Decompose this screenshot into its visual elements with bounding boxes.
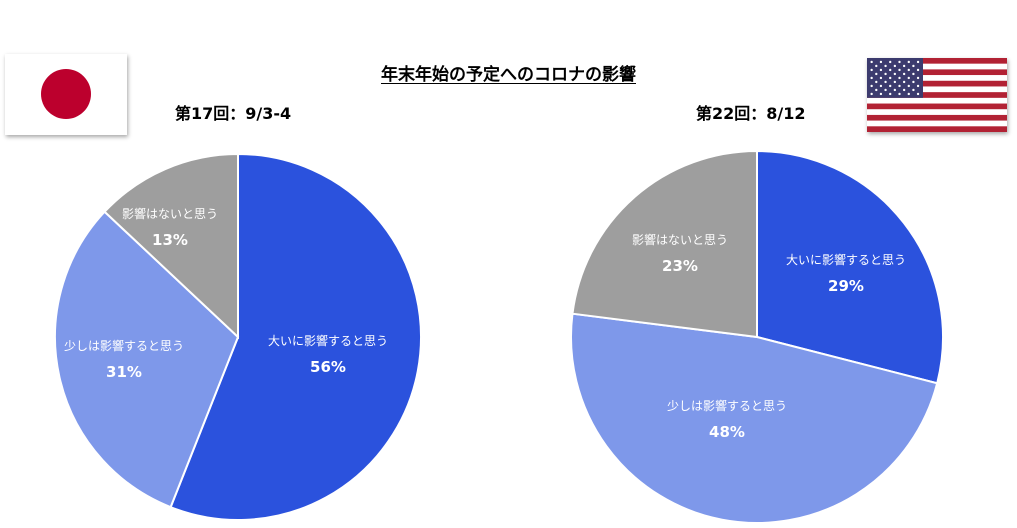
flag-star	[884, 88, 887, 92]
flag-star	[875, 80, 878, 84]
flag-star	[907, 76, 910, 80]
flag-star	[912, 72, 915, 76]
flag-star	[889, 76, 892, 80]
flag-star	[875, 64, 878, 68]
flag-stripe	[867, 120, 1007, 127]
flag-star	[898, 76, 901, 80]
flag-stripe	[867, 86, 1007, 93]
right-chart-subtitle: 第22回：8/12	[696, 104, 806, 123]
japan-flag-icon	[5, 54, 127, 135]
flag-star	[893, 80, 897, 84]
flag-stripe	[867, 75, 1007, 81]
flag-star	[889, 60, 892, 64]
flag-star	[907, 60, 910, 64]
pie-1-slice-1	[570, 312, 939, 524]
flag-star	[875, 88, 878, 92]
flag-canton	[867, 58, 923, 98]
flag-star	[902, 88, 906, 92]
flag-star	[893, 64, 897, 68]
pie-0-slice-2-value: 13%	[152, 231, 188, 249]
flag-stripe	[867, 80, 1007, 87]
flag-stripe	[867, 97, 1007, 104]
flag-star	[879, 92, 883, 96]
flag-star	[902, 80, 906, 84]
flag-star	[884, 64, 887, 68]
pie-0-slice-1-label: 少しは影響すると思う	[64, 338, 184, 353]
flag-star	[870, 68, 873, 72]
flag-star	[912, 80, 915, 84]
flag-star	[898, 92, 901, 96]
pie-1-slice-2-value: 23%	[662, 257, 698, 275]
flag-star	[907, 92, 910, 96]
flag-star	[902, 64, 906, 68]
flag-star	[898, 68, 901, 72]
flag-star	[879, 68, 883, 72]
flag-star	[879, 84, 883, 88]
flag-star	[898, 84, 901, 88]
flag-star	[902, 72, 906, 76]
pie-0-slice-1	[54, 210, 240, 509]
flag-star	[870, 60, 873, 64]
flag-star	[898, 60, 901, 64]
chart-main-title: 年末年始の予定へのコロナの影響	[381, 65, 636, 85]
pie-0-slice-2	[103, 152, 239, 340]
flag-stripe	[867, 58, 1007, 64]
flag-star	[916, 60, 920, 64]
left-chart-subtitle: 第17回：9/3-4	[175, 104, 292, 123]
flag-star	[907, 68, 910, 72]
pie-1-slice-0	[756, 149, 944, 385]
pie-1-slice-1-value: 48%	[709, 423, 745, 441]
flag-stripe	[867, 103, 1007, 110]
pie-1-slice-1-label: 少しは影響すると思う	[667, 398, 787, 413]
flag-star	[884, 72, 887, 76]
pie-0-slice-2-label: 影響はないと思う	[122, 206, 218, 221]
flag-star	[889, 92, 892, 96]
pie-0-slice-1-value: 31%	[106, 363, 142, 381]
flag-star	[884, 80, 887, 84]
pie-1-slice-0-label: 大いに影響すると思う	[786, 252, 906, 267]
pie-0-slice-0-label: 大いに影響すると思う	[268, 333, 388, 348]
flag-star	[916, 68, 920, 72]
flag-star	[889, 68, 892, 72]
flag-stripe	[867, 63, 1007, 70]
usa-flag-icon	[867, 58, 1007, 132]
flag-star	[916, 76, 920, 80]
flag-star	[870, 76, 873, 80]
pie-1-slice-0-value: 29%	[828, 277, 864, 295]
flag-star	[912, 64, 915, 68]
pie-1-slice-2	[571, 149, 758, 339]
flag-stripe	[867, 126, 1007, 132]
flag-star	[889, 84, 892, 88]
flag-star	[893, 88, 897, 92]
flag-star	[916, 92, 920, 96]
flag-star	[875, 72, 878, 76]
flag-stripe	[867, 69, 1007, 76]
flag-star	[870, 92, 873, 96]
flag-star	[879, 76, 883, 80]
flag-star	[879, 60, 883, 64]
pie-0-slice-0-value: 56%	[310, 358, 346, 376]
flag-star	[907, 84, 910, 88]
pie-1-slice-2-label: 影響はないと思う	[632, 232, 728, 247]
flag-star	[870, 84, 873, 88]
flag-stripe	[867, 114, 1007, 121]
flag-star	[916, 84, 920, 88]
flag-star	[893, 72, 897, 76]
flag-stripe	[867, 109, 1007, 116]
flag-stripe	[867, 92, 1007, 99]
japan-flag-sun	[41, 69, 91, 119]
flag-star	[912, 88, 915, 92]
pie-0-slice-0	[169, 152, 422, 521]
